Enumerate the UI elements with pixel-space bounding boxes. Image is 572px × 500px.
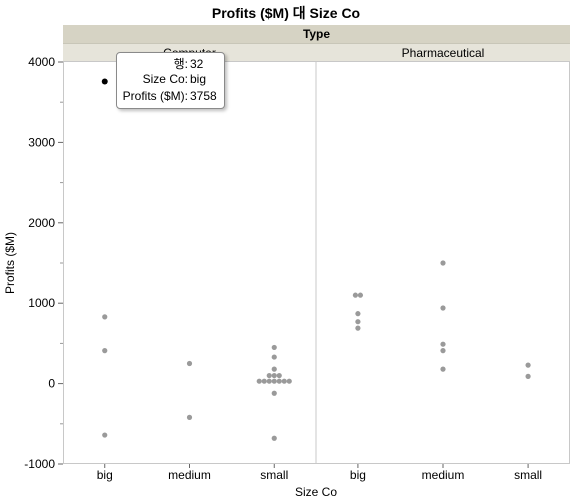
hover-tooltip: 행: 32 Size Co: big Profits ($M): 3758 <box>116 52 225 109</box>
highlighted-data-point <box>101 78 108 85</box>
y-tick-label: 2000 <box>28 216 55 230</box>
data-point <box>271 378 277 384</box>
data-point <box>102 314 108 320</box>
data-point <box>440 348 446 354</box>
data-point <box>271 354 277 360</box>
data-point <box>525 373 531 379</box>
data-point <box>440 341 446 347</box>
data-point <box>276 372 282 379</box>
x-tick-label: big <box>350 468 366 482</box>
panel-header-pharmaceutical: Pharmaceutical <box>316 43 570 61</box>
x-tick-label: medium <box>422 468 465 482</box>
data-point <box>271 390 277 396</box>
tooltip-row-profits: Profits ($M): 3758 <box>123 89 220 103</box>
x-tick-label: big <box>97 468 113 482</box>
y-axis-label: Profits ($M) <box>3 232 17 294</box>
data-point <box>271 344 277 351</box>
x-tick-label: small <box>514 468 542 482</box>
data-point <box>266 378 272 384</box>
tooltip-value: 3758 <box>190 89 217 103</box>
data-point <box>286 378 292 384</box>
x-axis-label: Size Co <box>295 485 337 499</box>
data-point <box>276 378 282 384</box>
data-point <box>440 305 446 311</box>
data-point <box>525 362 531 368</box>
tooltip-row-row: 행: 32 <box>174 55 220 72</box>
tooltip-key: 행: <box>173 57 188 71</box>
data-point <box>352 292 359 298</box>
data-point <box>440 260 446 266</box>
y-tick-label: 3000 <box>28 135 55 149</box>
data-point <box>256 378 262 384</box>
group-header-type: Type <box>63 25 570 43</box>
data-point <box>261 378 267 384</box>
data-point <box>271 435 277 441</box>
data-point <box>102 348 108 354</box>
x-tick-label: small <box>260 468 288 482</box>
tooltip-row-size: Size Co: big <box>143 72 220 86</box>
x-tick-label: medium <box>168 468 211 482</box>
data-point <box>355 311 361 317</box>
y-tick-label: -1000 <box>24 457 55 471</box>
data-point <box>271 366 277 372</box>
y-tick-label: 4000 <box>28 55 55 69</box>
data-point <box>357 292 364 298</box>
tooltip-value: big <box>190 72 207 86</box>
data-point <box>271 372 277 379</box>
data-point <box>355 325 361 331</box>
data-point <box>266 372 272 379</box>
data-point <box>102 432 108 438</box>
tooltip-key: Profits ($M): <box>122 89 188 103</box>
y-tick-label: 0 <box>48 377 55 391</box>
data-point <box>440 366 446 372</box>
tooltip-key: Size Co: <box>142 72 188 86</box>
data-point <box>281 378 287 384</box>
data-point <box>186 414 193 420</box>
data-point <box>355 319 361 325</box>
y-tick-label: 1000 <box>28 296 55 310</box>
data-point <box>186 360 193 367</box>
chart-title: Profits ($M) 대 Size Co <box>211 5 361 21</box>
tooltip-value: 32 <box>190 57 204 71</box>
